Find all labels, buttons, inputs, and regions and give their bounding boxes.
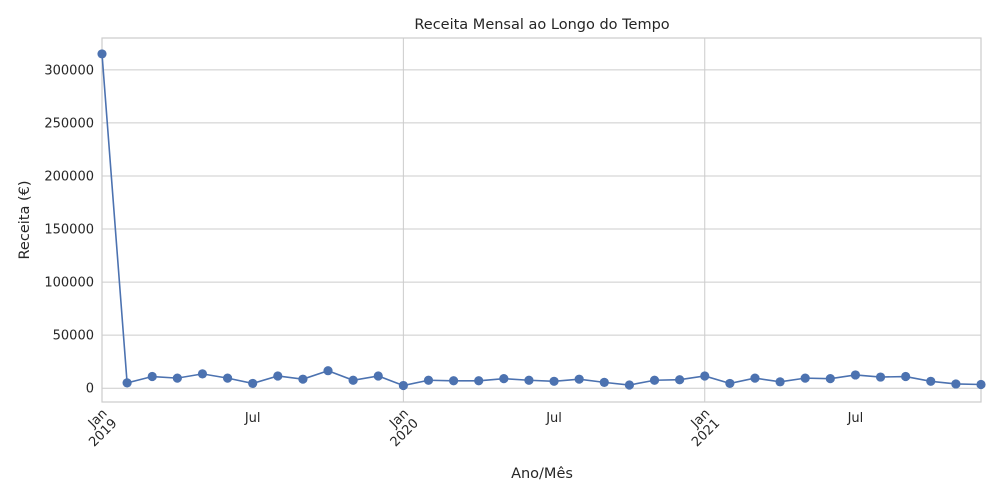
data-point bbox=[449, 376, 459, 386]
x-tick-label: Jul bbox=[847, 411, 864, 426]
y-axis-label: Receita (€) bbox=[17, 181, 33, 260]
data-point bbox=[951, 379, 961, 389]
data-point bbox=[499, 374, 509, 384]
data-point bbox=[700, 371, 710, 381]
data-point bbox=[248, 378, 258, 389]
data-point bbox=[850, 370, 861, 380]
series-line bbox=[101, 53, 982, 387]
data-point bbox=[649, 375, 660, 385]
data-point bbox=[147, 371, 157, 382]
chart-title: Receita Mensal ao Longo do Tempo bbox=[414, 17, 669, 33]
y-tick-labels: 0 50000 100000 150000 200000 250000 300000 bbox=[44, 63, 94, 396]
data-point bbox=[524, 375, 534, 385]
data-point bbox=[675, 375, 685, 385]
x-axis-label: Ano/Mês bbox=[511, 466, 573, 482]
data-point bbox=[323, 366, 333, 376]
data-point bbox=[398, 380, 408, 391]
series-group bbox=[97, 49, 986, 391]
data-point bbox=[775, 377, 785, 387]
data-point bbox=[423, 375, 434, 385]
data-point bbox=[574, 374, 584, 384]
data-point bbox=[624, 380, 635, 390]
data-point bbox=[222, 373, 233, 383]
x-tick-label: Jul bbox=[545, 411, 562, 426]
data-point bbox=[172, 373, 182, 383]
data-point bbox=[298, 374, 308, 384]
data-point bbox=[122, 378, 132, 388]
data-point bbox=[474, 376, 484, 386]
data-point bbox=[901, 371, 911, 382]
data-point bbox=[273, 371, 283, 381]
y-tick-label: 0 bbox=[86, 382, 94, 397]
y-tick-label: 50000 bbox=[53, 329, 94, 344]
data-point bbox=[800, 373, 810, 383]
data-point bbox=[825, 374, 835, 384]
plot-frame bbox=[101, 37, 982, 403]
data-point bbox=[976, 379, 986, 390]
y-tick-label: 100000 bbox=[44, 276, 94, 291]
data-point bbox=[926, 376, 936, 386]
y-tick-label: 300000 bbox=[44, 63, 94, 78]
data-point bbox=[97, 49, 107, 59]
y-tick-label: 150000 bbox=[44, 223, 94, 238]
y-tick-label: 200000 bbox=[44, 169, 94, 184]
y-tick-label: 250000 bbox=[44, 116, 94, 131]
data-point bbox=[875, 372, 886, 382]
data-point bbox=[549, 376, 559, 386]
grid bbox=[101, 38, 981, 402]
data-point bbox=[197, 369, 208, 379]
x-tick-label: Jul bbox=[244, 411, 261, 426]
data-point bbox=[725, 378, 735, 389]
data-point bbox=[599, 377, 609, 387]
data-point bbox=[750, 373, 760, 383]
data-point bbox=[348, 375, 358, 385]
data-point bbox=[373, 371, 383, 381]
